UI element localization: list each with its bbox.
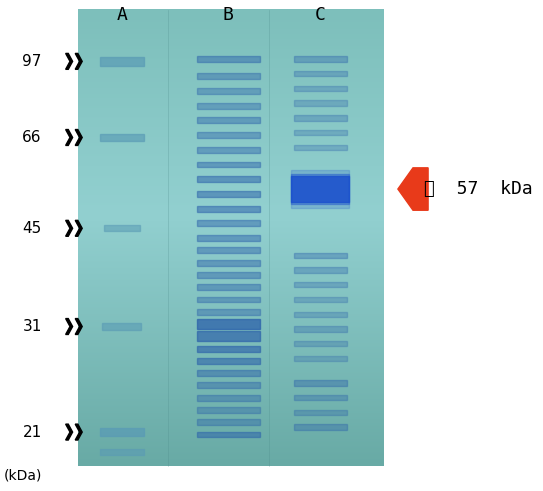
Bar xyxy=(197,297,260,302)
Bar xyxy=(197,432,260,437)
Bar xyxy=(197,346,260,352)
Text: A: A xyxy=(116,6,127,24)
Bar xyxy=(197,284,260,290)
Polygon shape xyxy=(75,319,82,334)
Bar xyxy=(100,134,143,141)
Bar xyxy=(294,144,347,150)
Bar xyxy=(294,71,347,77)
Bar xyxy=(197,220,260,226)
Bar xyxy=(197,419,260,425)
Bar xyxy=(294,312,347,317)
Bar xyxy=(294,424,347,430)
Bar xyxy=(197,272,260,278)
Polygon shape xyxy=(75,424,82,440)
Bar xyxy=(294,355,347,361)
Bar xyxy=(197,235,260,241)
Bar xyxy=(294,409,347,415)
Polygon shape xyxy=(66,130,73,145)
Bar xyxy=(294,327,347,332)
Text: B: B xyxy=(223,6,233,24)
Polygon shape xyxy=(66,54,73,69)
Bar xyxy=(197,162,260,167)
Bar xyxy=(197,191,260,197)
Bar xyxy=(294,56,347,62)
Polygon shape xyxy=(66,319,73,334)
Bar xyxy=(294,380,347,386)
Bar xyxy=(294,115,347,120)
Bar xyxy=(197,331,260,341)
Bar xyxy=(197,73,260,79)
Bar xyxy=(104,225,140,231)
Bar xyxy=(291,174,349,204)
Bar xyxy=(100,428,143,436)
Bar xyxy=(197,370,260,376)
Polygon shape xyxy=(66,220,73,236)
Bar xyxy=(294,100,347,106)
Bar xyxy=(197,56,260,62)
Bar xyxy=(197,407,260,413)
Polygon shape xyxy=(75,220,82,236)
Bar xyxy=(197,382,260,388)
Bar xyxy=(197,206,260,212)
Text: C: C xyxy=(315,6,326,24)
Bar xyxy=(294,282,347,288)
Text: 66: 66 xyxy=(22,130,42,145)
Polygon shape xyxy=(75,54,82,69)
Bar xyxy=(103,324,141,330)
Bar xyxy=(197,319,260,329)
Bar xyxy=(197,147,260,153)
Text: 97: 97 xyxy=(22,54,42,69)
Bar xyxy=(294,130,347,135)
Bar xyxy=(100,57,143,66)
Bar xyxy=(197,260,260,266)
Bar xyxy=(197,117,260,123)
Bar xyxy=(197,103,260,109)
Bar xyxy=(291,170,349,208)
Text: 약  57  kDa: 약 57 kDa xyxy=(425,180,533,198)
Bar xyxy=(197,132,260,138)
Text: 45: 45 xyxy=(23,221,42,236)
Bar xyxy=(294,252,347,258)
Bar xyxy=(294,341,347,347)
Bar xyxy=(197,395,260,401)
Bar xyxy=(197,358,260,364)
Bar xyxy=(197,309,260,315)
Bar xyxy=(291,176,349,202)
Bar xyxy=(294,297,347,302)
Bar xyxy=(197,88,260,94)
Text: 31: 31 xyxy=(22,319,42,334)
Polygon shape xyxy=(398,168,428,210)
Polygon shape xyxy=(66,424,73,440)
Text: (kDa): (kDa) xyxy=(3,468,42,482)
Bar xyxy=(197,247,260,253)
Bar xyxy=(294,267,347,273)
Bar xyxy=(100,449,143,455)
Polygon shape xyxy=(75,130,82,145)
Bar xyxy=(197,176,260,182)
Bar xyxy=(294,85,347,91)
Bar xyxy=(294,395,347,401)
Text: 21: 21 xyxy=(23,425,42,439)
